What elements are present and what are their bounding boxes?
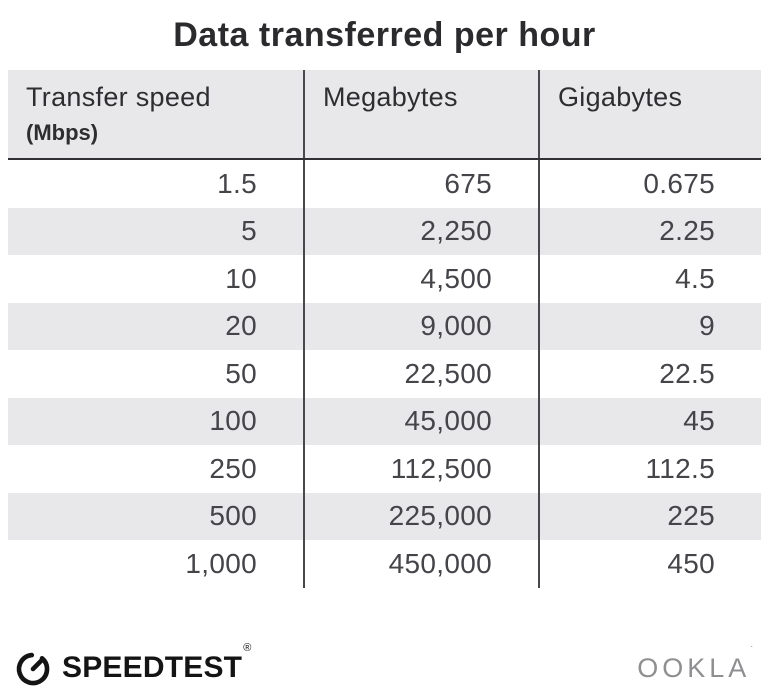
footer: SPEEDTEST® OOKLA˙: [13, 642, 754, 692]
header-mbps-label: (Mbps): [26, 120, 99, 145]
speedtest-gauge-icon: [13, 648, 53, 688]
cell-gigabytes: 9: [538, 302, 761, 350]
cell-speed: 5: [241, 215, 257, 247]
cell-gigabytes: 22.5: [538, 350, 761, 398]
cell-speed: 20: [225, 310, 257, 342]
table-row: 500 225,000 225: [8, 492, 761, 540]
table-row: 50 22,500 22.5: [8, 350, 761, 398]
cell-gigabytes: 0.675: [538, 160, 761, 208]
chart-title: Data transferred per hour: [173, 16, 596, 54]
cell-gigabytes: 450: [538, 540, 761, 588]
cell-megabytes: 2,250: [303, 207, 538, 255]
registered-trademark-mark: ®: [243, 642, 252, 654]
cell-speed: 250: [209, 452, 257, 484]
table-row: 100 45,000 45: [8, 397, 761, 445]
cell-megabytes: 450,000: [303, 540, 538, 588]
cell-megabytes: 22,500: [303, 350, 538, 398]
cell-megabytes: 4,500: [303, 255, 538, 303]
table-row: 1.5 675 0.675: [8, 160, 761, 208]
table-row: 5 2,250 2.25: [8, 207, 761, 255]
table-row: 250 112,500 112.5: [8, 445, 761, 493]
ookla-trademark-mark: ˙: [750, 644, 754, 657]
table-row: 20 9,000 9: [8, 302, 761, 350]
table-body: 1.5 675 0.675 5 2,250 2.25 10 4,500 4.5 …: [8, 160, 761, 588]
table-row: 10 4,500 4.5: [8, 255, 761, 303]
data-table: Transfer speed (Mbps) Megabytes Gigabyte…: [8, 70, 761, 588]
cell-gigabytes: 4.5: [538, 255, 761, 303]
cell-megabytes: 225,000: [303, 492, 538, 540]
table-header-row: Transfer speed (Mbps) Megabytes Gigabyte…: [8, 70, 761, 160]
cell-speed: 50: [225, 357, 257, 389]
header-megabytes-label: Megabytes: [323, 82, 458, 112]
ookla-label: OOKLA: [637, 652, 751, 683]
header-cell-gigabytes: Gigabytes: [538, 70, 761, 158]
ookla-logo: OOKLA˙: [637, 645, 754, 684]
header-cell-transfer-speed: Transfer speed (Mbps): [8, 70, 303, 158]
cell-gigabytes: 225: [538, 492, 761, 540]
cell-gigabytes: 112.5: [538, 445, 761, 493]
cell-megabytes: 675: [303, 160, 538, 208]
cell-speed: 10: [225, 262, 257, 294]
cell-megabytes: 112,500: [303, 445, 538, 493]
cell-speed: 1.5: [217, 167, 257, 199]
cell-gigabytes: 45: [538, 397, 761, 445]
speedtest-label: SPEEDTEST: [62, 651, 243, 684]
cell-megabytes: 9,000: [303, 302, 538, 350]
header-cell-megabytes: Megabytes: [303, 70, 538, 158]
speedtest-logo: SPEEDTEST®: [13, 642, 252, 688]
cell-gigabytes: 2.25: [538, 207, 761, 255]
cell-megabytes: 45,000: [303, 397, 538, 445]
speedtest-wordmark: SPEEDTEST®: [62, 642, 252, 685]
cell-speed: 500: [209, 500, 257, 532]
header-gigabytes-label: Gigabytes: [558, 82, 683, 112]
table-row: 1,000 450,000 450: [8, 540, 761, 588]
cell-speed: 1,000: [185, 547, 257, 579]
header-transfer-speed-label: Transfer speed: [26, 82, 211, 112]
cell-speed: 100: [209, 405, 257, 437]
